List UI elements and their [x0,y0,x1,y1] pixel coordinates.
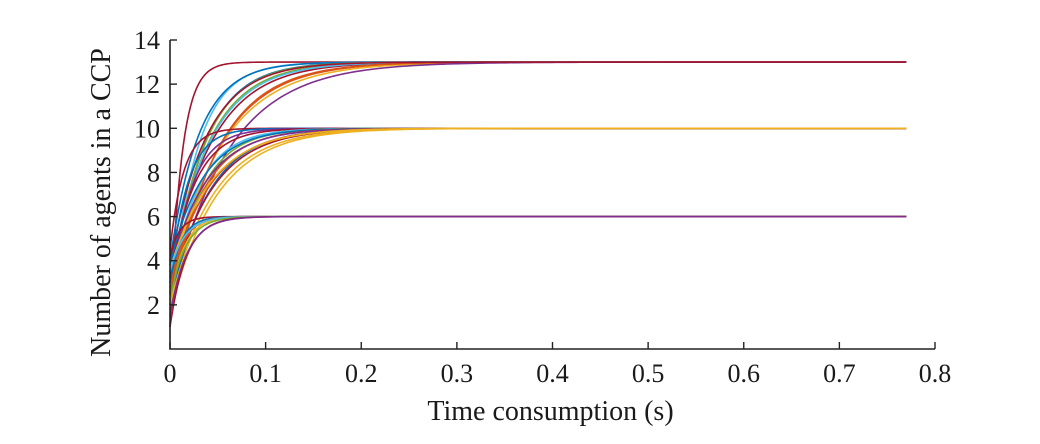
series-line [169,215,907,272]
series-line [169,215,907,328]
series-line [169,61,907,310]
x-tick-label: 0.3 [441,359,474,388]
series-line [169,127,907,301]
series-line [169,127,907,294]
series-layer [169,61,907,328]
series-line [169,61,907,261]
series-line [169,61,907,266]
x-tick-label: 0.5 [632,359,665,388]
series-line [169,127,907,266]
y-axis-label: Number of agents in a CCP [86,48,117,357]
series-line [169,127,907,283]
series-line [169,127,907,314]
series-line [169,61,907,277]
y-tick-label: 10 [134,114,160,143]
series-line [169,127,907,292]
x-tick-label: 0.1 [249,359,282,388]
y-axis-ticks: 2 4 6 8 10 12 14 [134,26,177,320]
y-tick-label: 12 [134,70,160,99]
series-line [169,61,907,283]
y-tick-label: 2 [147,291,160,320]
series-line [169,127,907,279]
series-line [169,215,907,301]
series-line [169,215,907,305]
y-tick-label: 6 [147,203,160,232]
y-tick-label: 8 [147,158,160,187]
series-line [169,215,907,257]
x-tick-label: 0 [164,359,177,388]
x-axis-label: Time consumption (s) [427,396,673,427]
series-line [169,127,907,272]
series-line [169,61,907,305]
x-tick-label: 0.4 [536,359,569,388]
series-line [169,127,907,297]
x-tick-label: 0.7 [823,359,856,388]
series-line [169,61,907,272]
series-line [169,127,907,288]
x-tick-label: 0.6 [728,359,761,388]
series-line [169,215,907,294]
x-tick-label: 0.2 [345,359,378,388]
y-tick-label: 4 [147,247,160,276]
series-line [169,61,907,306]
series-line [169,127,907,250]
series-line [169,127,907,283]
series-line [169,215,907,283]
x-tick-label: 0.8 [919,359,952,388]
y-tick-label: 14 [134,26,160,55]
series-line [169,215,907,317]
x-axis-ticks: 0 0.1 0.2 0.3 0.4 0.5 0.6 0.7 0.8 [164,342,952,388]
series-line [169,127,907,270]
series-line [169,61,907,283]
series-line [169,61,907,288]
series-line [169,61,907,327]
